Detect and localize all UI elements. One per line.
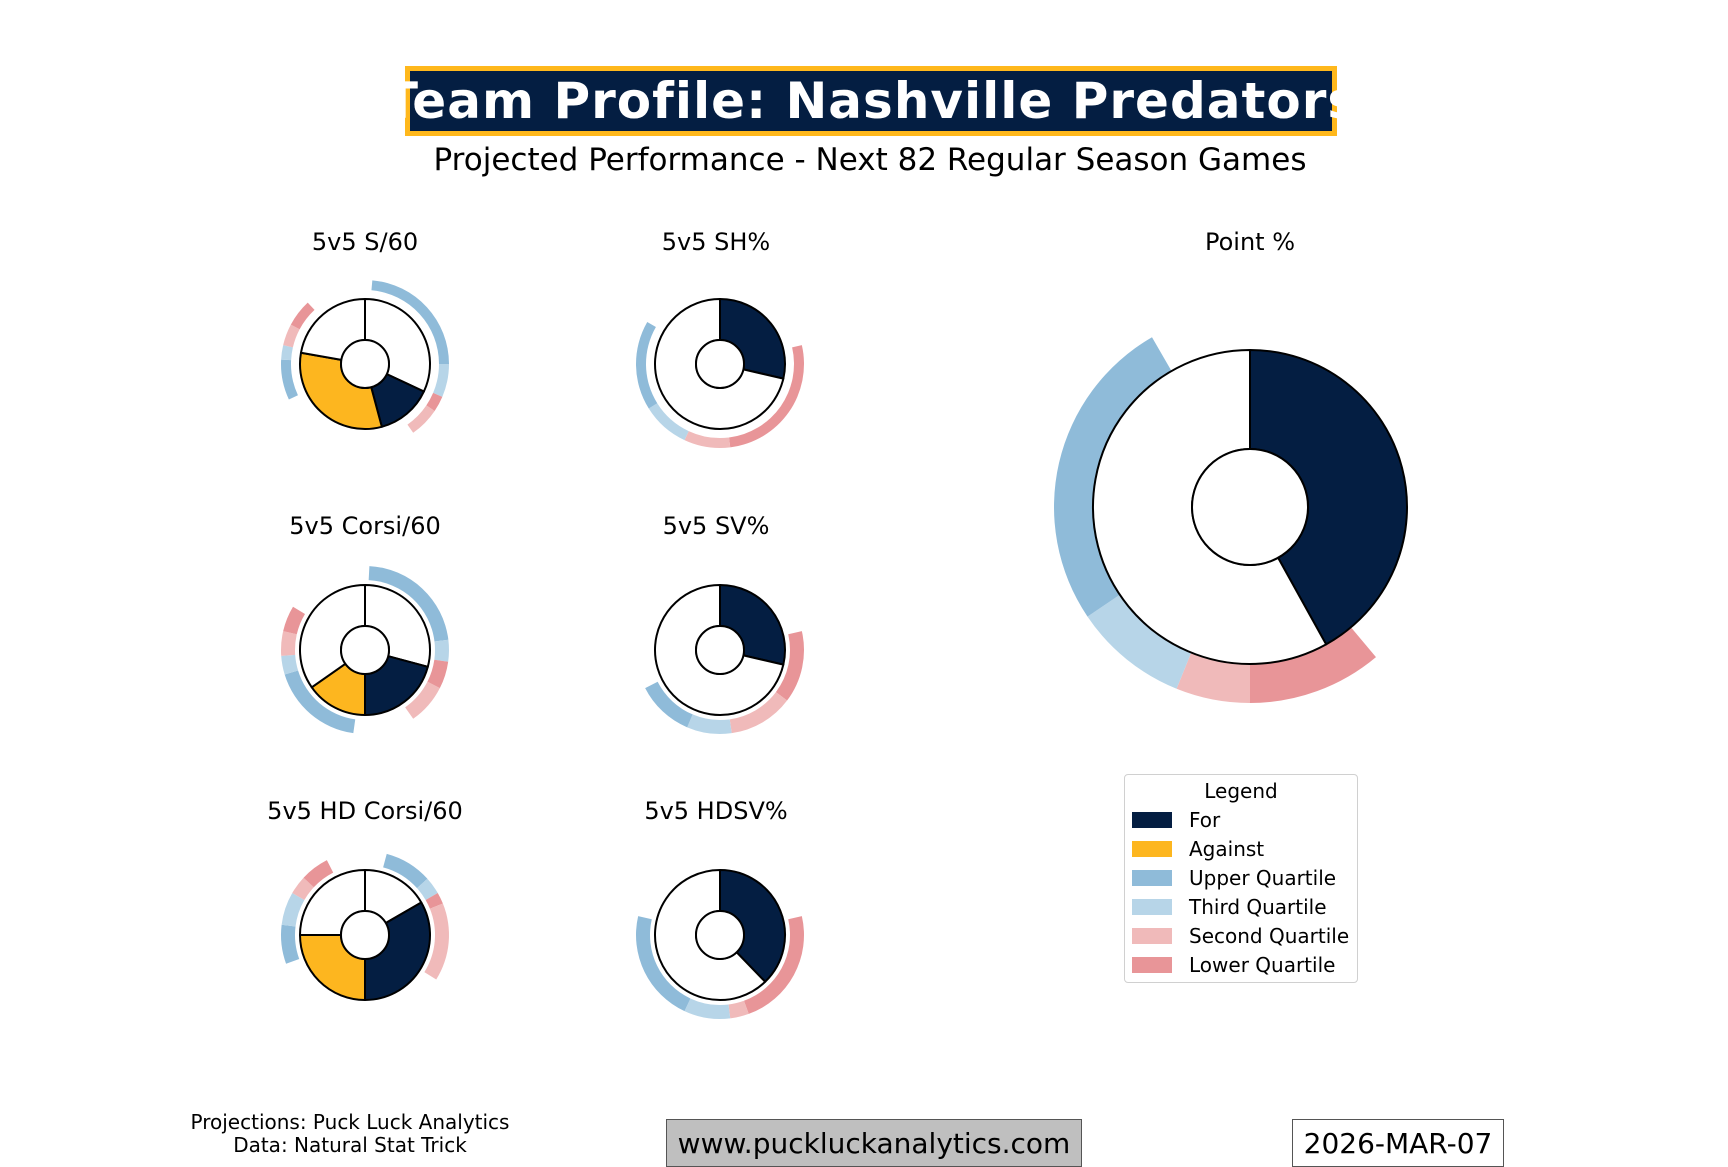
legend: Legend For Against Upper Quartile Third …: [1124, 774, 1358, 983]
legend-item-against: Against: [1132, 837, 1264, 861]
credits-data: Data: Natural Stat Trick: [233, 1133, 467, 1157]
legend-label: Lower Quartile: [1189, 953, 1336, 977]
band-lower-quartile: [303, 860, 334, 888]
legend-swatch-lower: [1132, 957, 1172, 973]
donut-5v5-hdsv: [635, 869, 804, 1019]
legend-swatch-second: [1132, 928, 1172, 944]
panel-title-corsi60: 5v5 Corsi/60: [289, 512, 441, 540]
band-upper-quartile: [368, 566, 449, 642]
band-upper-quartile: [383, 853, 428, 889]
band-lower-quartile: [290, 302, 315, 330]
panel-title-hdsv-pct: 5v5 HDSV%: [644, 797, 788, 825]
legend-label: Second Quartile: [1189, 924, 1350, 948]
band-second-quartile: [424, 903, 449, 980]
donut-5v5-hd-corsi-60: [281, 853, 449, 1001]
band-lower-quartile: [1250, 627, 1376, 703]
donut-hole: [1191, 448, 1309, 566]
donut-hole: [340, 339, 390, 389]
band-lower-quartile: [743, 916, 804, 1014]
legend-item-upper-quartile: Upper Quartile: [1132, 866, 1336, 890]
band-upper-quartile: [635, 916, 691, 1012]
band-second-quartile: [728, 1000, 749, 1019]
legend-label: Upper Quartile: [1189, 866, 1337, 890]
band-lower-quartile: [775, 631, 804, 701]
band-second-quartile: [1176, 652, 1250, 703]
donut-hole: [340, 625, 390, 675]
band-third-quartile: [434, 639, 449, 662]
band-second-quartile: [292, 877, 314, 900]
band-second-quartile: [281, 631, 297, 656]
page-title: Team Profile: Nashville Predators: [383, 72, 1359, 130]
band-lower-quartile: [283, 606, 305, 635]
legend-item-lower-quartile: Lower Quartile: [1132, 953, 1335, 977]
band-upper-quartile: [371, 280, 449, 364]
band-lower-quartile: [729, 345, 804, 448]
band-third-quartile: [433, 364, 449, 397]
legend-item-second-quartile: Second Quartile: [1132, 924, 1349, 948]
donut-5v5-s-60: [280, 280, 449, 433]
band-upper-quartile: [1054, 337, 1172, 617]
donut-point: [1054, 337, 1408, 703]
page-subtitle: Projected Performance - Next 82 Regular …: [433, 142, 1307, 178]
band-third-quartile: [687, 714, 732, 734]
donut-5v5-sv: [645, 584, 804, 734]
band-upper-quartile: [636, 322, 658, 409]
donut-hole: [340, 910, 390, 960]
legend-swatch-third: [1132, 899, 1172, 915]
panel-title-hd-corsi60: 5v5 HD Corsi/60: [267, 797, 463, 825]
band-lower-quartile: [425, 893, 443, 909]
date-stamp: 2026-MAR-07: [1292, 1119, 1504, 1167]
band-upper-quartile: [645, 681, 693, 728]
legend-item-for: For: [1132, 808, 1220, 832]
band-third-quartile: [281, 654, 299, 675]
legend-swatch-for: [1132, 812, 1172, 828]
legend-label: Against: [1189, 837, 1265, 861]
panel-title-s60: 5v5 S/60: [311, 228, 419, 256]
band-second-quartile: [684, 431, 731, 448]
band-third-quartile: [281, 345, 293, 361]
credits-projections: Projections: Puck Luck Analytics: [190, 1110, 510, 1134]
panel-title-point-pct: Point %: [1204, 228, 1296, 256]
credits: Projections: Puck Luck Analytics Data: N…: [170, 1111, 530, 1157]
band-upper-quartile: [280, 359, 298, 400]
donut-hole: [695, 625, 745, 675]
band-third-quartile: [1087, 594, 1192, 689]
panel-title-sh-pct: 5v5 SH%: [661, 228, 771, 256]
website-link[interactable]: www.puckluckanalytics.com: [666, 1119, 1082, 1167]
band-second-quartile: [283, 324, 300, 348]
donut-hole: [695, 339, 745, 389]
donut-5v5-corsi-60: [281, 566, 449, 734]
band-third-quartile: [417, 878, 438, 900]
band-upper-quartile: [284, 670, 356, 734]
legend-swatch-against: [1132, 841, 1172, 857]
legend-item-third-quartile: Third Quartile: [1132, 895, 1327, 919]
band-third-quartile: [684, 998, 731, 1019]
legend-title: Legend: [1204, 779, 1278, 803]
band-second-quartile: [407, 405, 435, 433]
band-third-quartile: [281, 893, 305, 927]
legend-label: For: [1189, 808, 1221, 832]
donut-5v5-sh: [636, 298, 804, 448]
legend-swatch-upper: [1132, 870, 1172, 886]
band-second-quartile: [729, 692, 788, 734]
band-third-quartile: [648, 403, 689, 441]
title-banner: Team Profile: Nashville Predators: [384, 66, 1357, 136]
donut-hole: [695, 910, 745, 960]
legend-label: Third Quartile: [1189, 895, 1327, 919]
band-lower-quartile: [427, 659, 449, 689]
band-upper-quartile: [281, 924, 300, 964]
band-lower-quartile: [426, 392, 443, 411]
panel-title-sv-pct: 5v5 SV%: [662, 512, 770, 540]
band-second-quartile: [405, 681, 440, 719]
